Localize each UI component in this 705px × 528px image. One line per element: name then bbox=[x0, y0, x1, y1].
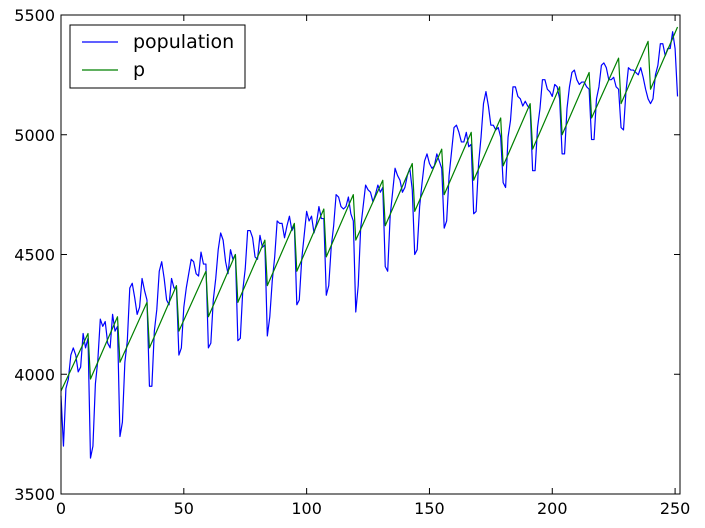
y-tick-label: 5000 bbox=[14, 126, 55, 145]
series-layer bbox=[60, 26, 679, 459]
legend-box bbox=[69, 24, 246, 89]
legend: population p bbox=[69, 24, 246, 89]
x-tick-label: 0 bbox=[56, 499, 66, 518]
y-tick-label: 5500 bbox=[14, 6, 55, 25]
y-tick-label: 4000 bbox=[14, 365, 55, 384]
series-line-p bbox=[60, 26, 679, 392]
x-tick-label: 200 bbox=[537, 499, 568, 518]
legend-label-p: p bbox=[133, 59, 145, 81]
y-tick-label: 3500 bbox=[14, 485, 55, 504]
x-tick-label: 50 bbox=[174, 499, 194, 518]
axis-ticks: 0 50 100 150 200 250 3500 4000 4500 5000 5500 bbox=[14, 6, 690, 518]
y-tick-label: 4500 bbox=[14, 246, 55, 265]
series-line-population bbox=[60, 31, 679, 459]
x-tick-label: 250 bbox=[660, 499, 691, 518]
legend-label-population: population bbox=[133, 31, 234, 53]
x-tick-label: 100 bbox=[291, 499, 322, 518]
x-tick-label: 150 bbox=[414, 499, 445, 518]
